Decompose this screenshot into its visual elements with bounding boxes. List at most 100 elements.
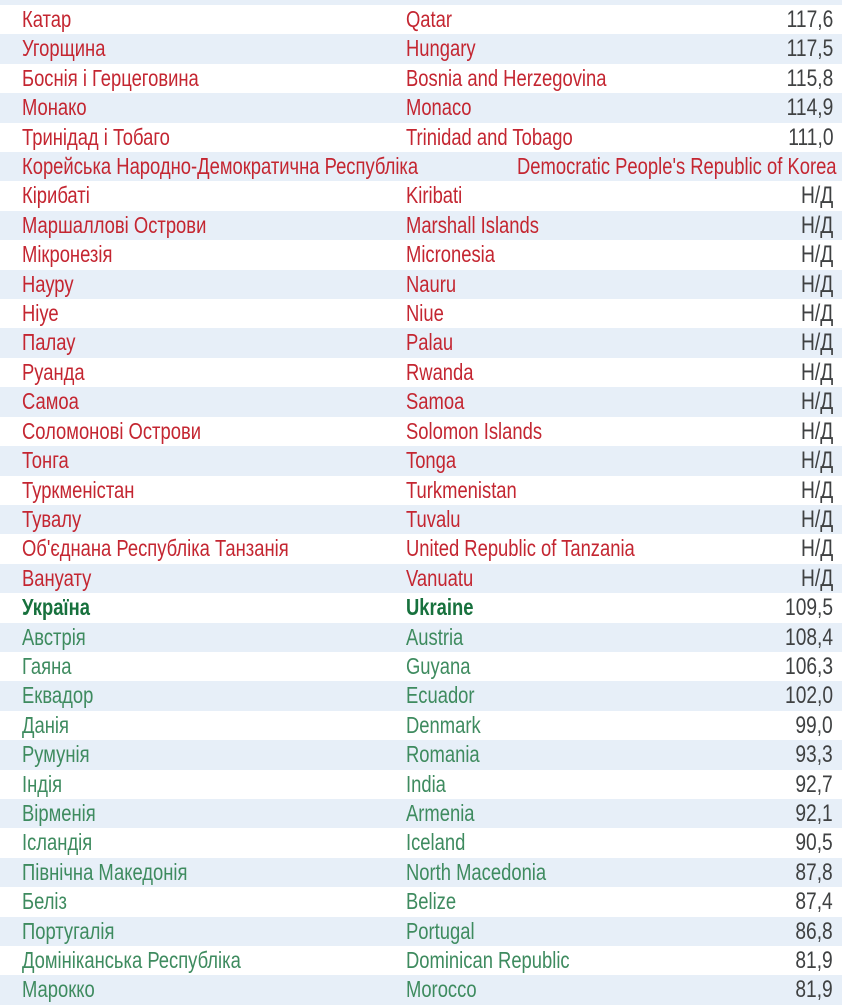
country-name-en: Democratic People's Republic of Korea	[517, 153, 837, 180]
country-name-en-cell: Solomon Islands	[406, 417, 680, 446]
value-text: 108,4	[784, 623, 833, 651]
table-row: Мікронезія Micronesia Н/Д	[0, 240, 842, 270]
country-name-en-cell: Qatar	[406, 5, 680, 34]
value-text: Н/Д	[800, 505, 833, 533]
country-name-uk-cell: Вануату	[0, 564, 406, 593]
table-row: Монако Monaco 114,9	[0, 93, 842, 123]
country-name-uk: Ісландія	[22, 829, 93, 856]
value-cell: 115,8	[680, 64, 842, 93]
country-name-uk: Північна Македонія	[22, 858, 188, 885]
country-name-en: Hungary	[406, 35, 476, 62]
value-cell: Н/Д	[692, 534, 842, 563]
value-cell: Н/Д	[680, 387, 842, 416]
country-name-en: Guyana	[406, 652, 471, 679]
value-cell: Н/Д	[680, 476, 842, 505]
country-name-uk-cell: Маршаллові Острови	[0, 211, 406, 240]
table-row: Кірибаті Kiribati Н/Д	[0, 181, 842, 211]
country-name-en: Tonga	[406, 447, 457, 474]
country-name-en-cell: Denmark	[406, 711, 680, 740]
country-name-uk-cell: Кірибаті	[0, 181, 406, 210]
country-name-en: Bosnia and Herzegovina	[406, 64, 607, 91]
country-name-en: Ecuador	[406, 682, 475, 709]
country-name-uk-cell: Об'єднана Республіка Танзанія	[0, 534, 406, 563]
country-name-en: Belize	[406, 888, 457, 915]
country-name-uk-cell: Еквадор	[0, 681, 406, 710]
country-name-uk: Монако	[22, 94, 87, 121]
value-text: Н/Д	[800, 300, 833, 328]
value-cell: Н/Д	[680, 328, 842, 357]
country-name-en: Dominican Republic	[406, 947, 570, 973]
value-text: 109,5	[784, 594, 833, 622]
country-name-en: Morocco	[406, 976, 477, 1003]
value-text: 117,6	[786, 6, 833, 33]
value-cell: 117,6	[680, 5, 842, 34]
table-row: Боснія і Герцеговина Bosnia and Herzegov…	[0, 63, 842, 94]
country-name-uk: Палау	[22, 329, 76, 356]
value-text: Н/Д	[800, 182, 833, 210]
table-body: Катар Qatar 117,6 Угорщина Hungary 117,5…	[0, 5, 842, 1005]
country-name-uk-cell: Тонга	[0, 446, 406, 475]
value-cell: Н/Д	[680, 299, 842, 328]
value-cell: 102,0	[680, 681, 842, 710]
table-row: Україна Ukraine 109,5	[0, 593, 842, 623]
country-name-uk: Тонга	[22, 447, 69, 474]
country-name-uk-cell: Ісландія	[0, 828, 406, 857]
table-row: Північна Македонія North Macedonia 87,8	[0, 857, 842, 888]
country-name-uk-cell: Гаяна	[0, 652, 406, 681]
country-name-uk-cell: Руанда	[0, 358, 406, 387]
country-name-en: Denmark	[406, 711, 481, 738]
country-name-uk: Самоа	[22, 388, 79, 415]
country-name-en-cell: Ukraine	[406, 593, 680, 622]
value-cell: Н/Д	[680, 211, 842, 240]
country-name-uk-cell: Боснія і Герцеговина	[0, 64, 406, 93]
value-text: 81,9	[795, 976, 833, 1004]
country-name-uk: Корейська Народно-Демократична Республік…	[22, 153, 419, 180]
country-name-en-cell: Guyana	[406, 652, 680, 681]
value-text: 81,9	[795, 947, 833, 974]
country-name-uk-cell: Індія	[0, 770, 406, 799]
table-row: Вірменія Armenia 92,1	[0, 798, 842, 829]
table-row: Руанда Rwanda Н/Д	[0, 357, 842, 388]
country-name-en: Romania	[406, 741, 480, 768]
value-text: Н/Д	[800, 564, 833, 592]
value-text: Н/Д	[800, 417, 833, 445]
country-name-en-cell: Turkmenistan	[406, 476, 680, 505]
country-name-en-cell: Dominican Republic	[406, 946, 680, 975]
value-cell: 86,8	[680, 917, 842, 946]
table-row: Палау Palau Н/Д	[0, 328, 842, 358]
value-text: Н/Д	[800, 358, 833, 386]
country-name-en-cell: Bosnia and Herzegovina	[406, 64, 680, 93]
country-name-en-cell: Vanuatu	[406, 564, 680, 593]
country-name-uk-cell: Катар	[0, 5, 406, 34]
country-name-uk: Україна	[22, 594, 90, 621]
table-row: Угорщина Hungary 117,5	[0, 34, 842, 64]
table-row: Тринідад і Тобаго Trinidad and Tobago 11…	[0, 122, 842, 153]
value-text: 92,1	[795, 799, 833, 827]
country-name-en-cell: Hungary	[406, 34, 680, 63]
table-row: Науру Nauru Н/Д	[0, 269, 842, 300]
country-name-en: Trinidad and Tobago	[406, 123, 573, 150]
country-name-en-cell: North Macedonia	[406, 858, 680, 887]
country-name-uk: Тринідад і Тобаго	[22, 123, 170, 150]
country-name-en: Armenia	[406, 799, 475, 826]
country-name-uk: Катар	[22, 6, 72, 32]
country-name-en-cell: United Republic of Tanzania	[406, 534, 692, 563]
country-name-en-cell: Tonga	[406, 446, 680, 475]
country-name-uk: Гаяна	[22, 652, 72, 679]
country-name-uk-cell: Монако	[0, 93, 406, 122]
country-name-uk: Вірменія	[22, 799, 96, 826]
value-cell: Н/Д	[680, 564, 842, 593]
value-cell: 93,3	[680, 740, 842, 769]
value-text: 117,5	[786, 35, 833, 63]
table-row: Тонга Tonga Н/Д	[0, 446, 842, 476]
value-cell: 108,4	[680, 623, 842, 652]
country-name-uk-cell: Домініканська Республіка	[0, 946, 406, 975]
value-text: Н/Д	[800, 388, 833, 416]
table-row: Туркменістан Turkmenistan Н/Д	[0, 475, 842, 505]
value-cell: Н/Д	[680, 240, 842, 269]
value-text: 115,8	[786, 64, 833, 92]
country-name-uk: Беліз	[22, 888, 67, 915]
country-name-en-cell: Niue	[406, 299, 680, 328]
table-row: Вануату Vanuatu Н/Д	[0, 563, 842, 594]
country-name-en: Turkmenistan	[406, 476, 517, 503]
